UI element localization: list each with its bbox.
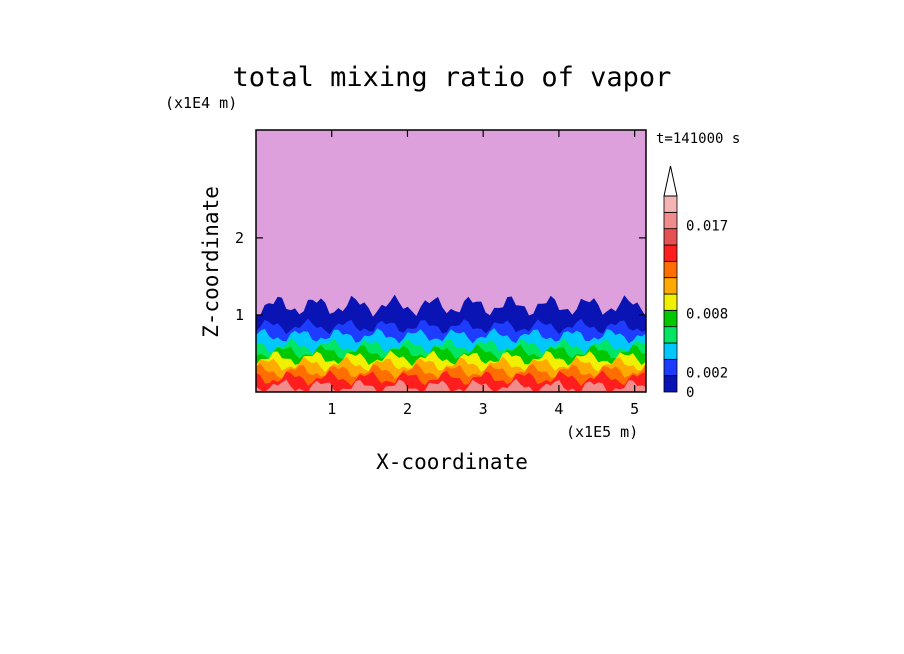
x-tick-label: 3 — [479, 400, 488, 418]
colorbar-label: 0.002 — [686, 365, 728, 381]
colorbar-cell — [663, 195, 678, 213]
colorbar-cell — [663, 342, 678, 360]
contour-field — [256, 130, 646, 392]
colorbar-cell — [663, 228, 678, 246]
time-label: t=141000 s — [656, 131, 740, 147]
colorbar-cell — [663, 260, 678, 279]
colorbar: 0.017 0.008 0.002 0 — [663, 165, 728, 401]
x-tick-label: 1 — [327, 400, 336, 418]
colorbar-label: 0.017 — [686, 218, 728, 234]
colorbar-cell — [663, 244, 678, 262]
x-axis-ticks: 1 2 3 4 5 — [327, 130, 639, 418]
colorbar-cell — [663, 375, 678, 393]
chart-title: total mixing ratio of vapor — [233, 62, 672, 93]
colorbar-label: 0.008 — [686, 307, 728, 323]
colorbar-cell — [663, 277, 678, 295]
colorbar-cell — [663, 293, 678, 311]
x-tick-label: 2 — [403, 400, 412, 418]
colorbar-extend-arrow — [663, 165, 678, 197]
y-axis-ticks: 12 — [235, 229, 646, 324]
x-tick-label: 5 — [630, 400, 639, 418]
x-unit-label: (x1E5 m) — [566, 423, 638, 441]
x-tick-label: 4 — [554, 400, 563, 418]
y-tick-label: 1 — [235, 306, 244, 324]
colorbar-label: 0 — [686, 385, 694, 401]
colorbar-cell — [663, 211, 678, 230]
colorbar-cell — [663, 326, 678, 344]
plot-frame — [255, 129, 647, 393]
x-axis-title: X-coordinate — [376, 450, 528, 474]
colorbar-cell — [663, 358, 678, 377]
colorbar-cell — [663, 309, 678, 328]
y-axis-title: Z-coordinate — [199, 186, 223, 338]
contour-layer — [256, 378, 646, 392]
y-tick-label: 2 — [235, 229, 244, 247]
y-unit-label: (x1E4 m) — [165, 94, 237, 112]
